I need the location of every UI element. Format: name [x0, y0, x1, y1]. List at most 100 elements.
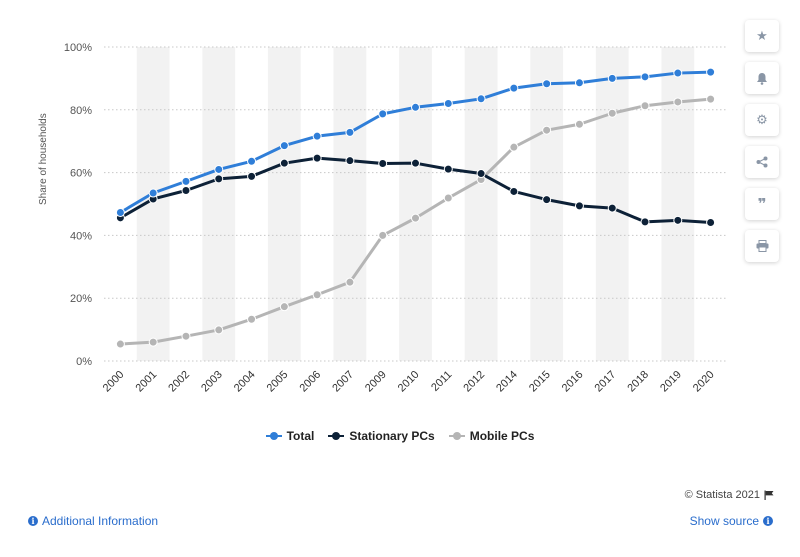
data-point: [443, 164, 453, 174]
data-point: [345, 156, 355, 166]
data-point: [673, 215, 683, 225]
data-point: [542, 79, 552, 89]
info-icon: i: [28, 516, 38, 526]
column-band: [399, 47, 432, 361]
data-point: [640, 217, 650, 227]
data-point: [148, 337, 158, 347]
share-button[interactable]: [745, 146, 779, 178]
flag-icon: [764, 490, 774, 500]
y-tick-label: 60%: [70, 168, 92, 180]
data-point: [509, 186, 519, 196]
legend-item-mobile-pcs[interactable]: Mobile PCs: [448, 429, 535, 443]
data-point: [542, 125, 552, 135]
show-source-link[interactable]: Show source i: [690, 514, 773, 528]
data-point: [574, 201, 584, 211]
data-point: [706, 67, 716, 77]
additional-information-link[interactable]: i Additional Information: [28, 514, 158, 528]
data-point: [214, 325, 224, 335]
legend-item-total[interactable]: Total: [265, 429, 315, 443]
x-tick-label: 2000: [101, 369, 127, 395]
print-icon: [756, 240, 768, 252]
data-point: [378, 230, 388, 240]
data-point: [312, 153, 322, 163]
y-tick-label: 0%: [76, 356, 92, 368]
data-point: [706, 94, 716, 104]
legend-label-mobile-pcs: Mobile PCs: [469, 429, 535, 443]
data-point: [443, 99, 453, 109]
x-tick-label: 2011: [429, 369, 454, 394]
data-point: [312, 290, 322, 300]
data-point: [214, 164, 224, 174]
x-tick-label: 2003: [199, 369, 225, 395]
y-tick-label: 20%: [70, 293, 92, 305]
data-point: [312, 131, 322, 141]
data-point: [279, 141, 289, 151]
x-tick-label: 2002: [166, 369, 192, 395]
legend-symbol-total: [265, 432, 282, 440]
data-point: [476, 169, 486, 179]
x-tick-label: 2017: [593, 369, 619, 395]
x-tick-label: 2016: [560, 369, 586, 395]
x-tick-label: 2012: [461, 369, 487, 395]
data-point: [148, 188, 158, 198]
x-tick-label: 2006: [297, 369, 323, 395]
data-point: [542, 195, 552, 205]
data-point: [181, 331, 191, 341]
column-band: [267, 47, 301, 361]
statista-credit: © Statista 2021: [685, 489, 774, 501]
y-tick-label: 40%: [70, 230, 92, 242]
x-tick-label: 2015: [527, 369, 553, 395]
data-point: [509, 83, 519, 93]
x-tick-label: 2019: [658, 369, 684, 395]
y-tick-label: 100%: [64, 42, 92, 54]
column-band: [661, 47, 695, 361]
x-tick-label: 2005: [265, 369, 291, 395]
data-point: [607, 203, 617, 213]
legend-label-total: Total: [286, 429, 315, 443]
legend: Total Stationary PCs Mobile PCs: [0, 429, 800, 443]
column-band: [333, 47, 367, 361]
x-tick-label: 2014: [494, 369, 520, 395]
data-point: [247, 171, 257, 181]
data-point: [607, 73, 617, 83]
x-tick-label: 2004: [232, 369, 258, 395]
settings-button[interactable]: ⚙: [745, 104, 779, 136]
data-point: [443, 193, 453, 203]
legend-symbol-mobile-pcs: [448, 432, 465, 440]
data-point: [673, 68, 683, 78]
data-point: [214, 174, 224, 184]
data-point: [181, 185, 191, 195]
notification-button[interactable]: [745, 62, 779, 94]
legend-label-stationary-pcs: Stationary PCs: [349, 429, 435, 443]
data-point: [607, 108, 617, 118]
data-point: [574, 119, 584, 129]
data-point: [279, 158, 289, 168]
data-point: [411, 102, 420, 112]
data-point: [345, 127, 355, 137]
data-point: [411, 158, 420, 168]
column-band: [202, 47, 236, 361]
data-point: [411, 213, 420, 223]
legend-item-stationary-pcs[interactable]: Stationary PCs: [328, 429, 435, 443]
x-tick-label: 2007: [330, 369, 356, 395]
gear-icon: ⚙: [756, 112, 768, 127]
x-tick-label: 2018: [625, 369, 651, 395]
data-point: [509, 142, 519, 152]
info-icon: i: [763, 516, 773, 526]
favorite-button[interactable]: ★: [745, 20, 779, 52]
data-point: [345, 277, 355, 287]
data-point: [115, 207, 125, 217]
data-point: [378, 109, 388, 119]
cite-button[interactable]: ❞: [745, 188, 779, 220]
data-point: [378, 158, 388, 168]
x-tick-label: 2001: [134, 369, 160, 395]
credit-text: © Statista 2021: [684, 489, 760, 501]
y-axis-title: Share of households: [38, 113, 49, 205]
share-icon: [756, 156, 768, 168]
print-button[interactable]: [745, 230, 779, 262]
show-source-label: Show source: [689, 514, 759, 528]
data-point: [673, 97, 683, 107]
data-point: [247, 314, 257, 324]
